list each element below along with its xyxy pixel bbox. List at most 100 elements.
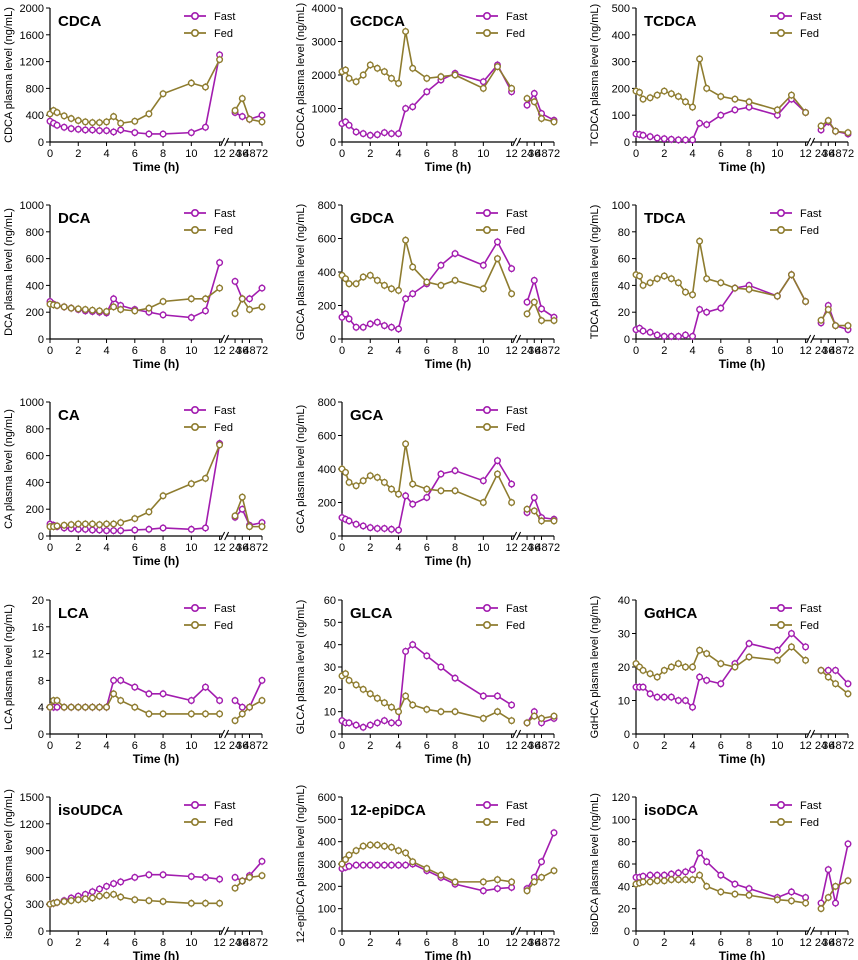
data-point	[802, 109, 810, 117]
axis-break-mark	[224, 531, 230, 541]
data-point	[103, 308, 111, 316]
chart-title: TCDCA	[644, 13, 697, 30]
x-tick-label: 0	[47, 542, 53, 554]
y-tick-label: 900	[26, 846, 44, 858]
data-point	[117, 893, 125, 901]
series-line	[234, 297, 263, 314]
x-tick-label: 36	[236, 345, 248, 357]
y-tick-label: 0	[38, 334, 44, 346]
data-point	[352, 520, 360, 528]
axis-break-mark	[806, 137, 812, 147]
data-point	[187, 79, 195, 87]
y-axis-label: GCDCA plasma level (ng/mL)	[295, 3, 307, 147]
data-point	[131, 307, 139, 315]
data-point	[817, 666, 825, 674]
data-point	[159, 690, 167, 698]
data-point	[380, 717, 388, 725]
data-point	[159, 90, 167, 98]
data-point	[238, 703, 246, 711]
data-point	[60, 123, 68, 131]
y-tick-label: 3000	[312, 37, 336, 49]
data-point	[538, 858, 546, 866]
y-axis-label: TCDCA plasma level (ng/mL)	[589, 4, 601, 146]
chart-title: GDCA	[350, 210, 394, 227]
y-tick-label: 800	[26, 83, 44, 95]
data-point	[373, 276, 381, 284]
data-point	[67, 897, 75, 905]
legend-marker	[777, 620, 786, 629]
x-tick-label: 36	[528, 740, 540, 752]
x-tick-label: 2	[661, 937, 667, 949]
data-point	[745, 653, 753, 661]
x-tick-label: 72	[256, 542, 268, 554]
series-line	[635, 241, 807, 302]
x-axis-label: Time (h)	[425, 752, 471, 766]
x-tick-label: 6	[132, 345, 138, 357]
y-tick-label: 16	[32, 622, 44, 634]
y-tick-label: 400	[318, 464, 336, 476]
x-tick-label: 72	[548, 345, 560, 357]
data-point	[201, 307, 209, 315]
data-point	[437, 663, 445, 671]
data-point	[159, 871, 167, 879]
y-axis-label: TDCA plasma level (ng/mL)	[589, 205, 601, 340]
data-point	[380, 699, 388, 707]
data-point	[639, 878, 647, 886]
data-point	[395, 325, 403, 333]
y-tick-label: 400	[26, 477, 44, 489]
y-axis-label: GDCA plasma level (ng/mL)	[295, 204, 307, 340]
data-point	[653, 693, 661, 701]
data-point	[359, 477, 367, 485]
data-point	[342, 670, 350, 678]
data-point	[681, 868, 689, 876]
data-point	[402, 236, 410, 244]
data-point	[423, 485, 431, 493]
data-point	[238, 295, 246, 303]
x-tick-label: 6	[132, 937, 138, 949]
data-point	[844, 690, 852, 698]
data-point	[342, 66, 350, 74]
data-point	[731, 880, 739, 888]
data-point	[773, 292, 781, 300]
data-point	[67, 703, 75, 711]
data-point	[636, 272, 644, 280]
chart-title: GCDCA	[350, 13, 405, 30]
x-tick-label: 24	[521, 345, 533, 357]
data-point	[359, 273, 367, 281]
legend-marker	[777, 12, 786, 21]
data-point	[187, 480, 195, 488]
series-line	[234, 699, 263, 722]
x-tick-label: 4	[103, 542, 109, 554]
data-point	[387, 843, 395, 851]
data-point	[674, 136, 682, 144]
data-point	[131, 896, 139, 904]
series-fed	[338, 236, 558, 325]
data-point	[787, 630, 795, 638]
x-tick-label: 12	[213, 937, 225, 949]
data-point	[508, 498, 516, 506]
x-tick-label: 6	[132, 740, 138, 752]
legend-label: Fast	[506, 603, 527, 615]
y-tick-label: 40	[618, 881, 630, 893]
data-point	[689, 103, 697, 111]
series-fed	[338, 669, 558, 727]
data-point	[380, 524, 388, 532]
x-axis-label: Time (h)	[133, 752, 179, 766]
data-point	[493, 885, 501, 893]
data-point	[689, 291, 697, 299]
data-point	[844, 680, 852, 688]
data-point	[402, 440, 410, 448]
x-tick-label: 36	[236, 542, 248, 554]
data-point	[479, 887, 487, 895]
data-point	[402, 295, 410, 303]
data-point	[216, 259, 224, 267]
axis-break-mark	[224, 729, 230, 739]
data-point	[646, 670, 654, 678]
data-point	[717, 279, 725, 287]
